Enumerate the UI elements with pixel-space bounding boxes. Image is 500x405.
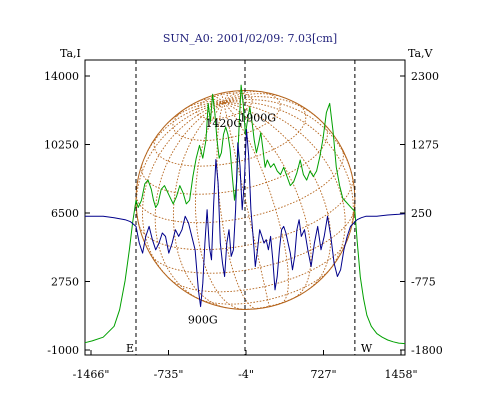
y-left-axis-label: Ta,I <box>60 47 81 60</box>
y-right-tick-label: -775 <box>411 276 436 289</box>
longitude-line <box>223 102 289 304</box>
annotation-label: 1900G <box>239 112 276 125</box>
longitude-line <box>144 102 224 157</box>
annotation-label: 900G <box>188 314 218 327</box>
longitude-line <box>185 101 224 109</box>
longitude-line <box>216 102 257 310</box>
y-left-tick-label: 10250 <box>44 139 79 152</box>
x-tick-label: -1466" <box>73 368 110 381</box>
y-right-tick-label: 250 <box>411 207 432 220</box>
longitude-line <box>223 102 312 298</box>
longitude-line <box>223 102 346 274</box>
longitude-line <box>172 102 227 309</box>
latitude-line <box>135 147 344 224</box>
x-tick-label: 1458" <box>384 368 417 381</box>
longitude-line <box>223 93 284 103</box>
y-right-tick-label: 1275 <box>411 139 439 152</box>
x-tick-label: 727" <box>310 368 336 381</box>
series-group <box>84 84 406 345</box>
y-left-tick-label: 14000 <box>44 70 79 83</box>
marker-label: E <box>126 342 134 355</box>
axis-ticks: 14000 10250 6500 2750 -1000 2300 1275 250 -775 -1… <box>44 70 443 381</box>
latitude-line <box>153 102 307 167</box>
latitude-line <box>150 208 355 274</box>
longitude-line <box>223 102 270 307</box>
series-line-1 <box>85 129 406 308</box>
chart-title: SUN_A0: 2001/02/09: 7.03[cm] <box>163 32 337 45</box>
y-right-tick-label: 2300 <box>411 70 439 83</box>
longitude-line <box>223 99 353 177</box>
latitude-line <box>168 238 349 293</box>
y-left-tick-label: 2750 <box>51 276 79 289</box>
longitude-line <box>223 91 261 103</box>
latitude-line <box>138 176 354 251</box>
annotation-label: 1420G <box>205 117 242 130</box>
longitude-line <box>223 102 332 290</box>
y-left-tick-label: 6500 <box>51 207 79 220</box>
x-tick-label: -4" <box>238 368 254 381</box>
longitude-line <box>223 96 319 119</box>
latitude-line <box>141 122 328 195</box>
longitude-line <box>166 102 224 124</box>
y-left-tick-label: -1000 <box>47 344 79 357</box>
series-line-0 <box>84 84 406 345</box>
latitude-line <box>196 92 253 120</box>
y-right-tick-label: -1800 <box>411 344 443 357</box>
y-right-axis-label: Ta,V <box>408 47 434 60</box>
marker-label: W <box>361 342 373 355</box>
longitude-line <box>135 102 224 224</box>
longitude-line <box>154 102 224 302</box>
x-tick-label: -735" <box>154 368 184 381</box>
latitude-line <box>196 267 332 305</box>
